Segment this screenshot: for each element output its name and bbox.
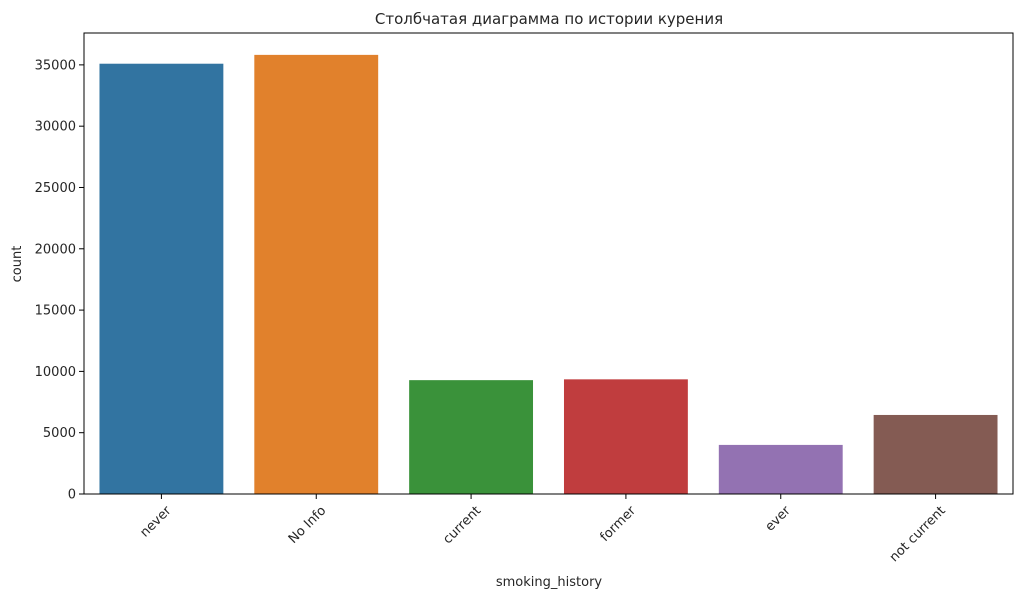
x-axis-title: smoking_history	[496, 575, 603, 590]
y-tick-label: 25000	[35, 181, 76, 196]
x-tick-label: ever	[763, 503, 795, 535]
bar-no-info	[254, 54, 379, 494]
y-tick-label: 5000	[43, 426, 76, 441]
x-tick-label: No Info	[286, 503, 329, 546]
bar-ever	[718, 444, 843, 494]
x-tick-label: not current	[887, 503, 949, 565]
bar-not-current	[873, 414, 998, 494]
y-tick-label: 0	[68, 488, 76, 503]
y-tick-label: 35000	[35, 58, 76, 73]
plot-area: 0 5000 10000 15000 20000 25000 30000 35000 never…	[35, 32, 1014, 565]
y-tick-label: 15000	[35, 304, 76, 319]
bar-never	[99, 63, 224, 495]
bar-former	[563, 379, 688, 494]
x-tick-label: never	[137, 503, 174, 540]
bar-current	[409, 380, 534, 494]
x-tick-label: current	[440, 503, 484, 547]
y-tick-label: 30000	[35, 120, 76, 135]
y-tick-label: 20000	[35, 242, 76, 257]
chart-title: Столбчатая диаграмма по истории курения	[375, 10, 723, 28]
y-axis-title: count	[10, 246, 25, 283]
plot-frame	[83, 32, 1014, 495]
x-tick-label: former	[597, 503, 639, 545]
y-tick-label: 10000	[35, 365, 76, 380]
